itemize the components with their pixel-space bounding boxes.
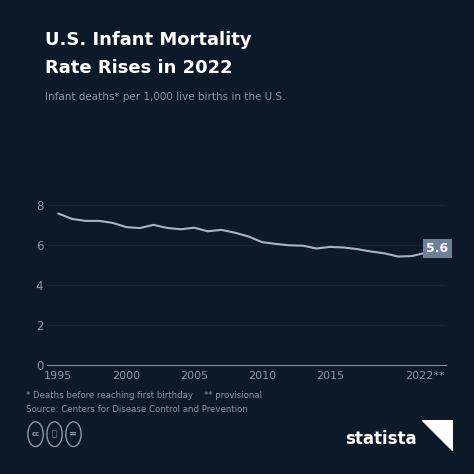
Polygon shape: [422, 420, 453, 451]
Text: U.S. Infant Mortality: U.S. Infant Mortality: [45, 31, 252, 49]
Text: Infant deaths* per 1,000 live births in the U.S.: Infant deaths* per 1,000 live births in …: [45, 92, 285, 102]
Text: =: =: [69, 429, 78, 439]
Text: 5.6: 5.6: [426, 242, 448, 255]
Text: * Deaths before reaching first birthday    ** provisional: * Deaths before reaching first birthday …: [26, 391, 262, 400]
Text: ⓘ: ⓘ: [52, 430, 57, 438]
Text: Source: Centers for Disease Control and Prevention: Source: Centers for Disease Control and …: [26, 405, 248, 414]
Text: cc: cc: [31, 431, 40, 437]
Text: Rate Rises in 2022: Rate Rises in 2022: [45, 59, 233, 77]
Text: statista: statista: [346, 430, 417, 448]
